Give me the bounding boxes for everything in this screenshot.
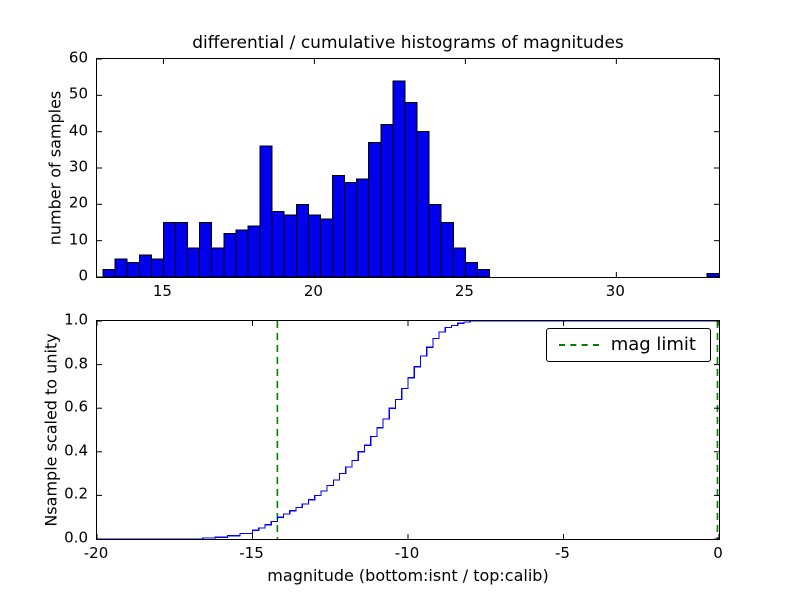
y-tick-label: 0.6 bbox=[64, 397, 88, 416]
x-tick-label: 25 bbox=[454, 282, 474, 300]
x-tick-label: 30 bbox=[605, 282, 625, 300]
differential-histogram-plot bbox=[96, 58, 720, 278]
x-tick-label: -10 bbox=[394, 544, 420, 562]
y-tick-label: 20 bbox=[68, 193, 88, 212]
y-tick-label: 0.0 bbox=[64, 528, 88, 547]
x-tick-label: 15 bbox=[152, 282, 172, 300]
figure-title: differential / cumulative histograms of … bbox=[192, 33, 624, 53]
x-tick-label: -15 bbox=[239, 544, 264, 562]
y-tick-label: 40 bbox=[68, 121, 88, 140]
x-tick-label: -5 bbox=[555, 544, 570, 562]
cumulative-histogram-plot: mag limit bbox=[96, 320, 720, 540]
differential-histogram-canvas bbox=[97, 59, 719, 277]
x-tick-label: 0 bbox=[713, 544, 723, 562]
legend-dashed-line-sample bbox=[558, 344, 599, 346]
y-tick-label: 0.2 bbox=[64, 484, 88, 503]
x-axis-label: magnitude (bottom:isnt / top:calib) bbox=[267, 566, 549, 585]
y-tick-label: 0.4 bbox=[64, 441, 88, 460]
legend: mag limit bbox=[545, 328, 711, 362]
y-tick-label: 50 bbox=[68, 84, 88, 103]
legend-label: mag limit bbox=[610, 334, 696, 355]
y-tick-label: 0 bbox=[78, 266, 88, 285]
cumulative-histogram-canvas bbox=[97, 321, 719, 539]
y-tick-label: 1.0 bbox=[64, 310, 88, 329]
y-tick-label: 30 bbox=[68, 157, 88, 176]
y-tick-label: 60 bbox=[68, 48, 88, 67]
x-tick-label: -20 bbox=[83, 544, 109, 562]
x-tick-label: 20 bbox=[303, 282, 323, 300]
y-tick-label: 10 bbox=[68, 230, 88, 249]
y-tick-label: 0.8 bbox=[64, 354, 88, 373]
